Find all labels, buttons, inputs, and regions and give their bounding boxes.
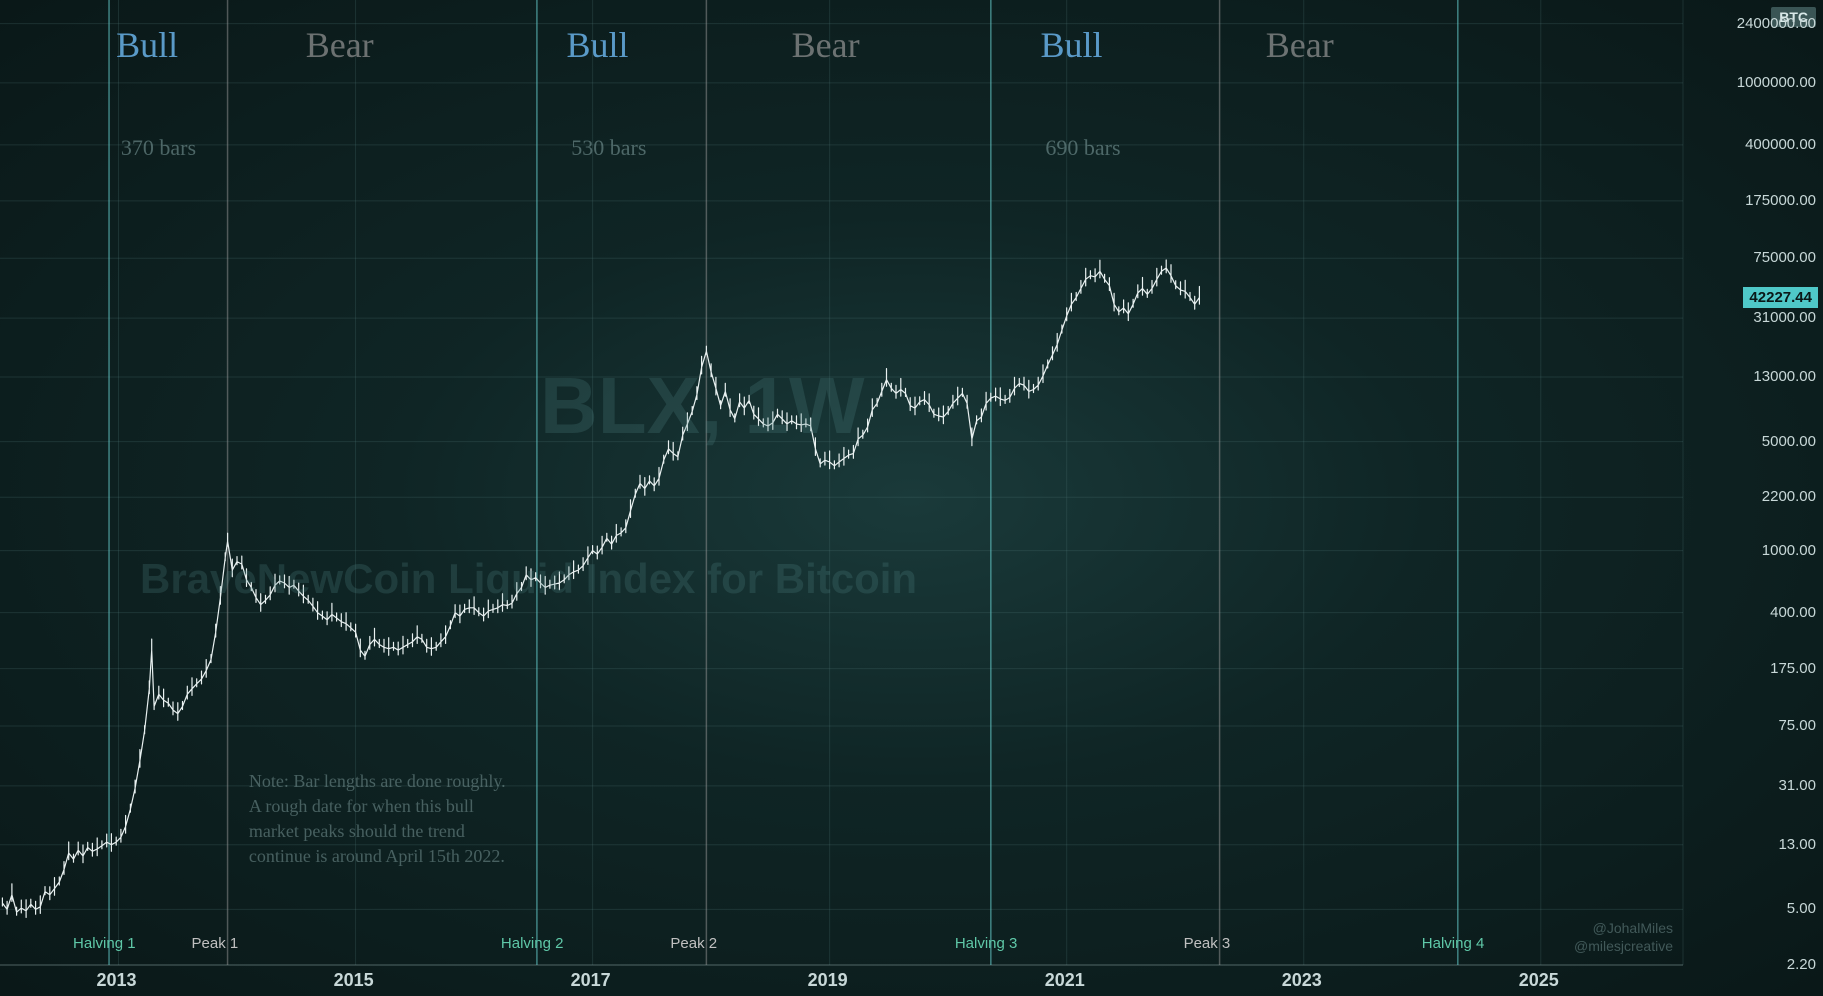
chart-container[interactable]: BLX, 1W BraveNewCoin Liquid Index for Bi… — [0, 0, 1823, 996]
chart-svg — [0, 0, 1823, 996]
